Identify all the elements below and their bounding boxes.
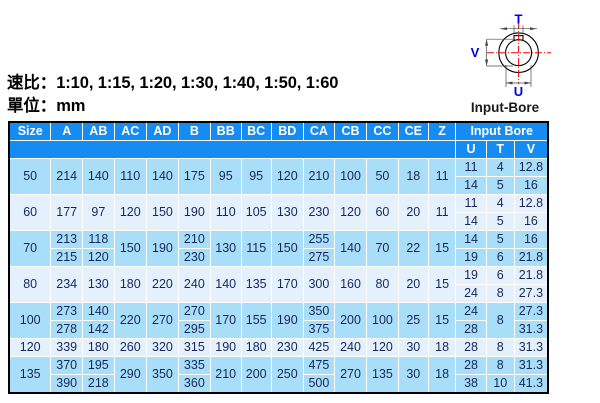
svg-text:V: V [471, 45, 480, 60]
svg-text:T: T [515, 12, 523, 27]
svg-text:U: U [514, 84, 523, 99]
